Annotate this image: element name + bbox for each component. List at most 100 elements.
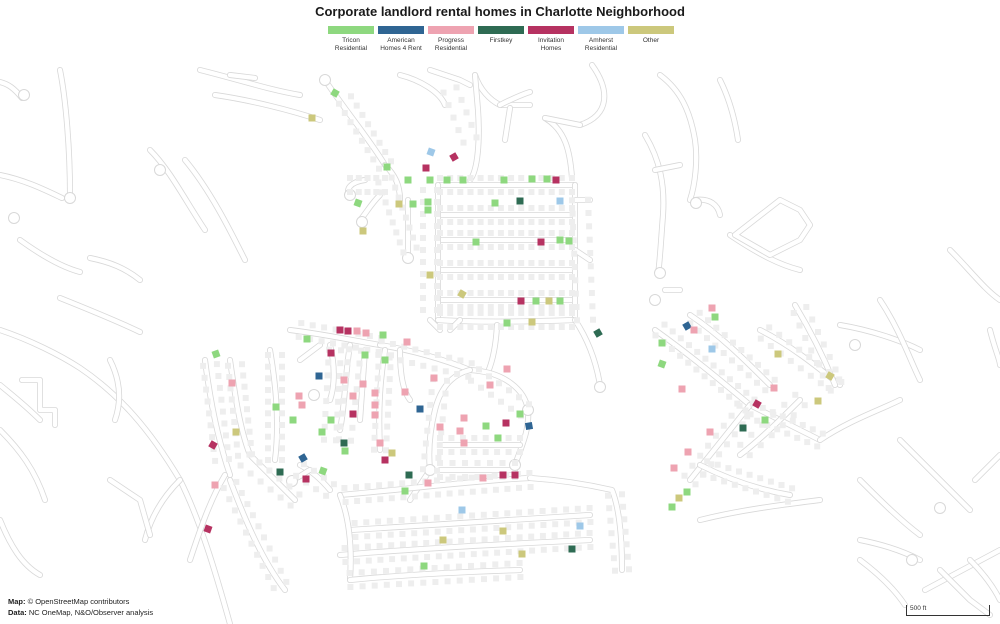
rental-home-marker [340,376,348,384]
house-parcel [462,474,468,480]
house-parcel [529,547,536,554]
rental-home-marker [516,197,524,205]
house-parcel [817,380,824,387]
house-parcel [605,492,611,499]
house-parcel [449,474,456,480]
house-parcel [469,526,476,533]
house-parcel [497,260,504,266]
house-parcel [516,560,523,566]
house-parcel [341,110,348,116]
house-parcel [424,554,431,560]
house-parcel [493,525,500,531]
rental-home-marker [371,411,379,419]
rental-home-marker [708,304,716,312]
house-parcel [389,556,396,563]
house-parcel [551,532,558,539]
house-parcel [508,310,515,316]
house-parcel [538,324,545,330]
house-parcel [435,454,442,461]
house-parcel [815,329,821,335]
house-parcel [826,354,833,360]
house-parcel [527,508,534,515]
house-parcel [482,449,489,455]
house-parcel [215,373,222,379]
street-fill [937,567,993,618]
house-parcel [324,372,331,379]
house-parcel [272,556,279,563]
rental-home-marker [401,487,409,495]
house-parcel [424,427,431,434]
rental-home-marker [424,206,432,214]
house-parcel [619,491,625,498]
rental-home-marker [381,456,389,464]
house-parcel [508,244,515,250]
house-parcel [492,486,499,493]
house-parcel [353,102,360,109]
house-parcel [538,304,545,310]
house-parcel [538,219,545,225]
house-parcel [468,121,475,128]
house-parcel [465,373,472,380]
rental-home-marker [482,422,490,430]
house-parcel [455,563,462,570]
house-parcel [487,189,494,195]
street-fill [0,517,43,578]
street-fill [187,472,228,563]
house-parcel [505,574,512,581]
house-parcel [370,156,377,163]
street-fill [485,322,500,375]
street-fill [987,327,1000,368]
house-parcel [446,528,453,534]
house-parcel [392,184,399,191]
house-parcel [710,362,717,369]
house-parcel [563,506,570,513]
house-parcel [807,372,814,379]
house-parcel [459,449,466,455]
house-parcel [438,429,445,436]
house-parcel [481,525,488,532]
legend-label: American Homes 4 Rent [380,37,422,52]
house-parcel [517,435,523,441]
house-parcel [477,244,484,250]
cul-de-sac [8,212,20,224]
house-parcel [516,484,522,491]
house-parcel [355,175,362,181]
house-parcel [728,412,735,419]
rental-home-marker [422,164,430,172]
house-parcel [538,274,545,280]
house-parcel [353,484,359,491]
house-parcel [497,205,504,211]
house-parcel [348,93,354,100]
house-parcel [330,340,336,347]
rental-home-marker [359,380,367,388]
house-parcel [342,499,349,505]
rental-home-marker [556,197,564,205]
house-parcel [548,310,555,316]
house-parcel [481,536,488,543]
house-parcel [587,263,594,270]
rental-home-marker [426,147,436,157]
house-parcel [359,583,366,590]
house-parcel [463,109,470,116]
house-parcel [620,503,627,510]
house-parcel [713,324,720,331]
house-parcel [437,230,443,236]
house-parcel [487,290,494,296]
rental-home-marker [537,238,545,246]
house-parcel [341,384,348,391]
house-parcel [508,324,515,330]
house-parcel [528,304,535,310]
house-parcel [261,534,267,541]
legend-swatch [478,26,524,34]
house-parcel [470,551,477,558]
house-parcel [279,410,285,417]
house-parcel [528,310,535,316]
house-parcel [488,391,494,398]
house-parcel [364,147,371,154]
street-fill [427,67,473,88]
house-parcel [420,307,426,313]
rental-home-marker [327,416,335,424]
house-parcel [487,219,494,225]
house-parcel [477,205,484,211]
